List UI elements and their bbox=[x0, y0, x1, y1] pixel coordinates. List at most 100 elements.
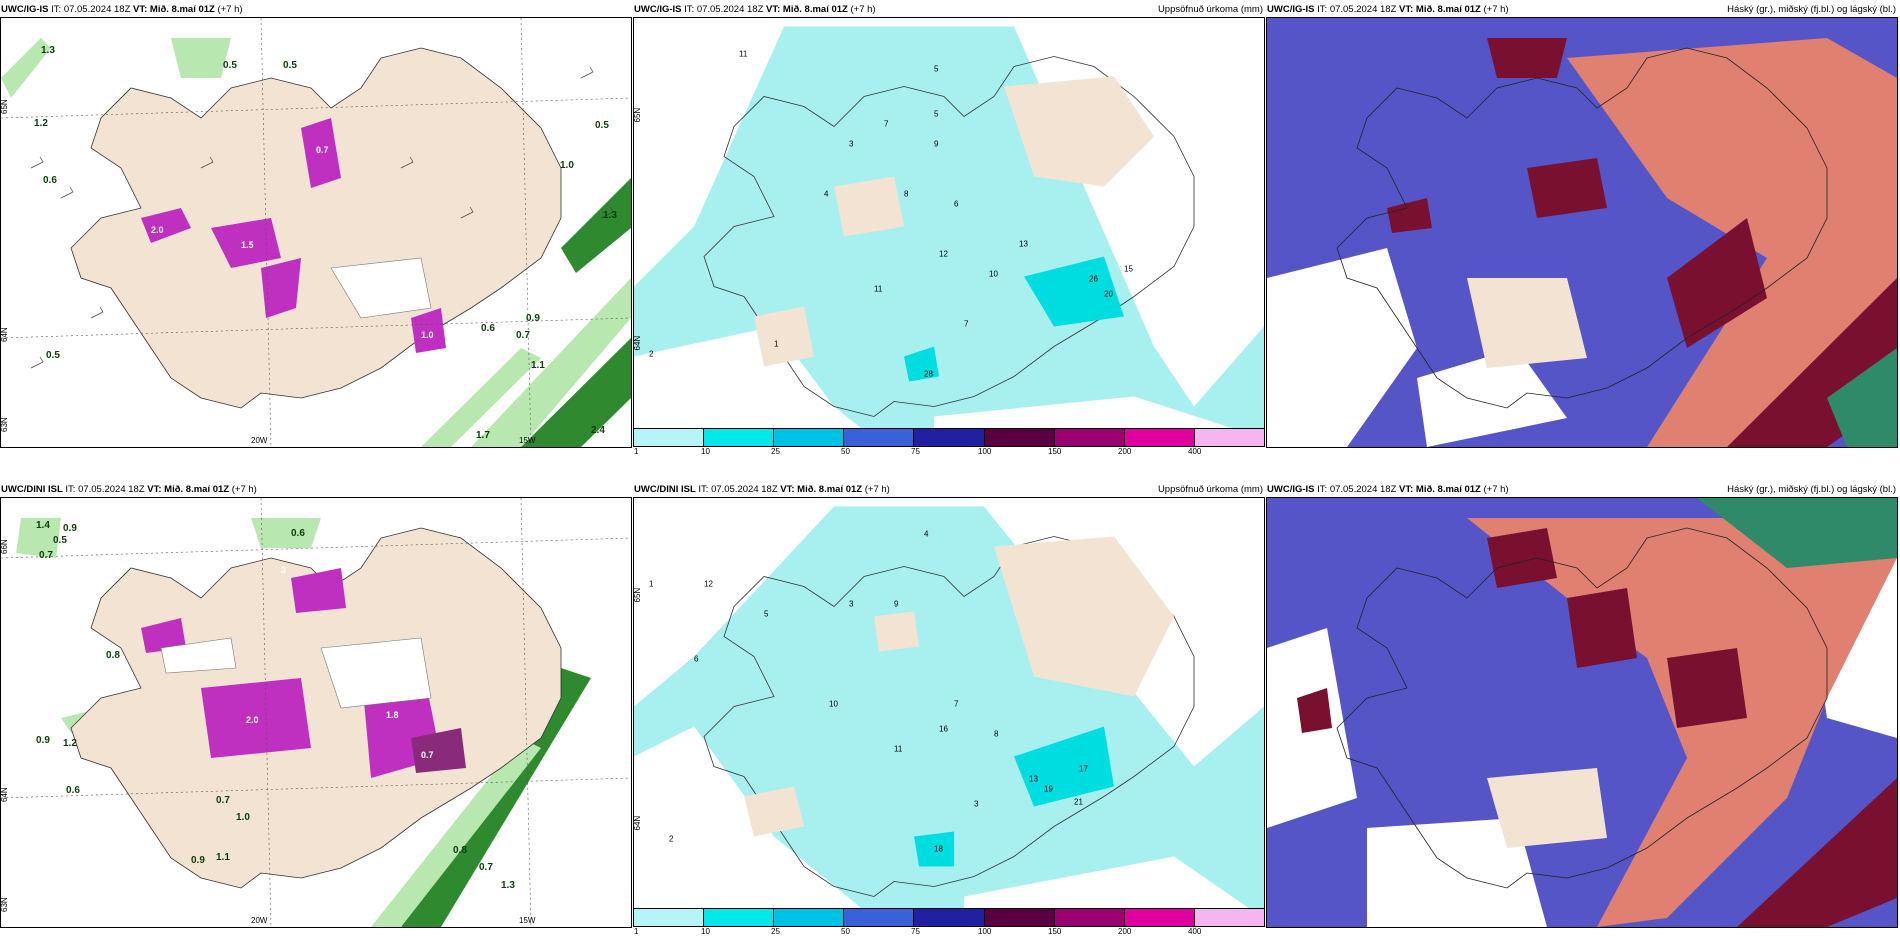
low-green-cloud bbox=[1827, 348, 1897, 447]
value-label: 8 bbox=[904, 190, 909, 199]
value-label: 1 bbox=[649, 580, 654, 589]
legend-tick: 75 bbox=[911, 447, 920, 456]
iceland-land bbox=[70, 527, 562, 889]
value-label: 0.9 bbox=[191, 855, 205, 866]
value-label: 0.5 bbox=[223, 60, 237, 71]
mixed-precip-area bbox=[320, 637, 432, 709]
clear-sky bbox=[1367, 818, 1547, 927]
value-label: 18 bbox=[934, 845, 943, 854]
low-green-cloud bbox=[1697, 498, 1897, 568]
value-label: 19 bbox=[1044, 785, 1053, 794]
legend-tick: 10 bbox=[701, 927, 710, 936]
legend-swatch bbox=[914, 909, 985, 926]
panel-header: UWC/DINI ISL IT: 07.05.2024 18Z VT: Mið.… bbox=[634, 484, 1263, 495]
value-label: 0.9 bbox=[526, 313, 540, 324]
green-band bbox=[1, 38, 51, 98]
snow-area bbox=[211, 218, 281, 268]
legend-swatch bbox=[984, 909, 1055, 926]
dry-land bbox=[744, 786, 804, 837]
value-label: 1.3 bbox=[501, 880, 515, 891]
legend-tick: 10 bbox=[701, 447, 710, 456]
value-label: 1.2 bbox=[63, 738, 77, 749]
value-label: 0.9 bbox=[63, 523, 77, 534]
wind-barbs bbox=[30, 66, 614, 369]
legend-tick: 75 bbox=[911, 927, 920, 936]
lon-label: 20W bbox=[251, 436, 268, 445]
map-area: 1.4 0.9 0.5 0.7 0.8 0.6 0.9 1.2 0.6 0.7 … bbox=[0, 497, 632, 928]
legend-tick: 25 bbox=[771, 927, 780, 936]
legend-tick: 100 bbox=[978, 447, 992, 456]
sea-area bbox=[964, 856, 1252, 910]
value-label: 10 bbox=[829, 700, 838, 709]
value-label: 7 bbox=[954, 700, 959, 709]
lat-label: 63N bbox=[1, 417, 9, 432]
panel-bottom-left-precip-type: UWC/DINI ISL IT: 07.05.2024 18Z VT: Mið.… bbox=[0, 480, 632, 928]
value-label: 1.1 bbox=[531, 360, 545, 371]
iceland-land bbox=[70, 47, 562, 409]
value-label: 4 bbox=[924, 530, 929, 539]
value-label: 0.8 bbox=[453, 845, 467, 856]
iceland-outline bbox=[1336, 47, 1828, 409]
value-label: 11 bbox=[739, 50, 748, 59]
legend-swatch bbox=[984, 429, 1055, 446]
lat-label: 65N bbox=[634, 108, 642, 123]
heavy-precip bbox=[904, 346, 939, 382]
value-label: 0.7 bbox=[39, 550, 53, 561]
heavy-precip bbox=[914, 831, 954, 867]
panel-bottom-right-clouds: UWC/IG-IS IT: 07.05.2024 18Z VT: Mið. 8.… bbox=[1266, 480, 1898, 928]
legend-tick: 25 bbox=[771, 447, 780, 456]
mixed-precip-area bbox=[330, 257, 432, 319]
value-label: 7 bbox=[964, 320, 969, 329]
snow-area bbox=[291, 568, 346, 613]
value-label: 3 bbox=[849, 140, 854, 149]
value-label: 13 bbox=[1029, 775, 1038, 784]
value-label: 1.7 bbox=[476, 430, 490, 441]
dry-land bbox=[1004, 76, 1154, 187]
snow-area bbox=[301, 118, 341, 188]
legend-color-bar bbox=[633, 908, 1265, 927]
map-area: 1.3 0.5 0.5 1.2 0.6 0.5 1.0 1.3 0.5 0.6 … bbox=[0, 17, 632, 448]
green-band bbox=[16, 518, 61, 558]
clear-sky bbox=[1417, 348, 1567, 447]
lat-label: 65N bbox=[1, 99, 9, 114]
high-cloud bbox=[1667, 648, 1747, 728]
value-label: 0.8 bbox=[106, 650, 120, 661]
value-label: 0.6 bbox=[291, 528, 305, 539]
legend-swatch bbox=[914, 429, 985, 446]
legend-swatch bbox=[774, 429, 845, 446]
dry-land bbox=[754, 306, 814, 367]
value-label: 1.5 bbox=[241, 240, 254, 250]
legend-tick: 200 bbox=[1118, 927, 1132, 936]
value-label: 28 bbox=[924, 370, 933, 379]
legend-tick: 50 bbox=[841, 447, 850, 456]
lon-label: 20W bbox=[251, 916, 268, 925]
value-label: 1.0 bbox=[236, 812, 250, 823]
heavy-precip bbox=[1014, 726, 1114, 807]
high-cloud bbox=[1567, 588, 1637, 668]
dry-land bbox=[994, 536, 1174, 697]
value-label: 6 bbox=[954, 200, 959, 209]
lon-label: 15W bbox=[519, 436, 536, 445]
value-label: 11 bbox=[894, 745, 903, 754]
high-cloud bbox=[1667, 218, 1767, 348]
value-label: 3 bbox=[974, 800, 979, 809]
lat-label: 64N bbox=[1, 787, 9, 802]
legend-tick: 1 bbox=[634, 447, 639, 456]
green-band bbox=[521, 338, 631, 447]
value-label: 2.0 bbox=[246, 715, 259, 725]
value-label: 20 bbox=[1104, 290, 1113, 299]
legend-tick: 100 bbox=[978, 927, 992, 936]
snow-area bbox=[141, 208, 191, 243]
legend-swatch bbox=[1054, 909, 1125, 926]
value-label: 1.4 bbox=[36, 520, 50, 531]
dry-land bbox=[834, 176, 904, 237]
panel-header: UWC/IG-IS IT: 07.05.2024 18Z VT: Mið. 8.… bbox=[1267, 484, 1896, 495]
panel-top-right-clouds: UWC/IG-IS IT: 07.05.2024 18Z VT: Mið. 8.… bbox=[1266, 0, 1898, 448]
value-label: 1.1 bbox=[216, 852, 230, 863]
panel-header: UWC/IG-IS IT: 07.05.2024 18Z VT: Mið. 8.… bbox=[1267, 4, 1896, 15]
map-area bbox=[1266, 17, 1898, 448]
value-label: 2.4 bbox=[591, 425, 605, 436]
precip-legend: 1 10 25 50 75 100 150 200 400 bbox=[633, 428, 1265, 458]
lat-label: 64N bbox=[634, 336, 642, 351]
legend-swatch bbox=[774, 909, 845, 926]
